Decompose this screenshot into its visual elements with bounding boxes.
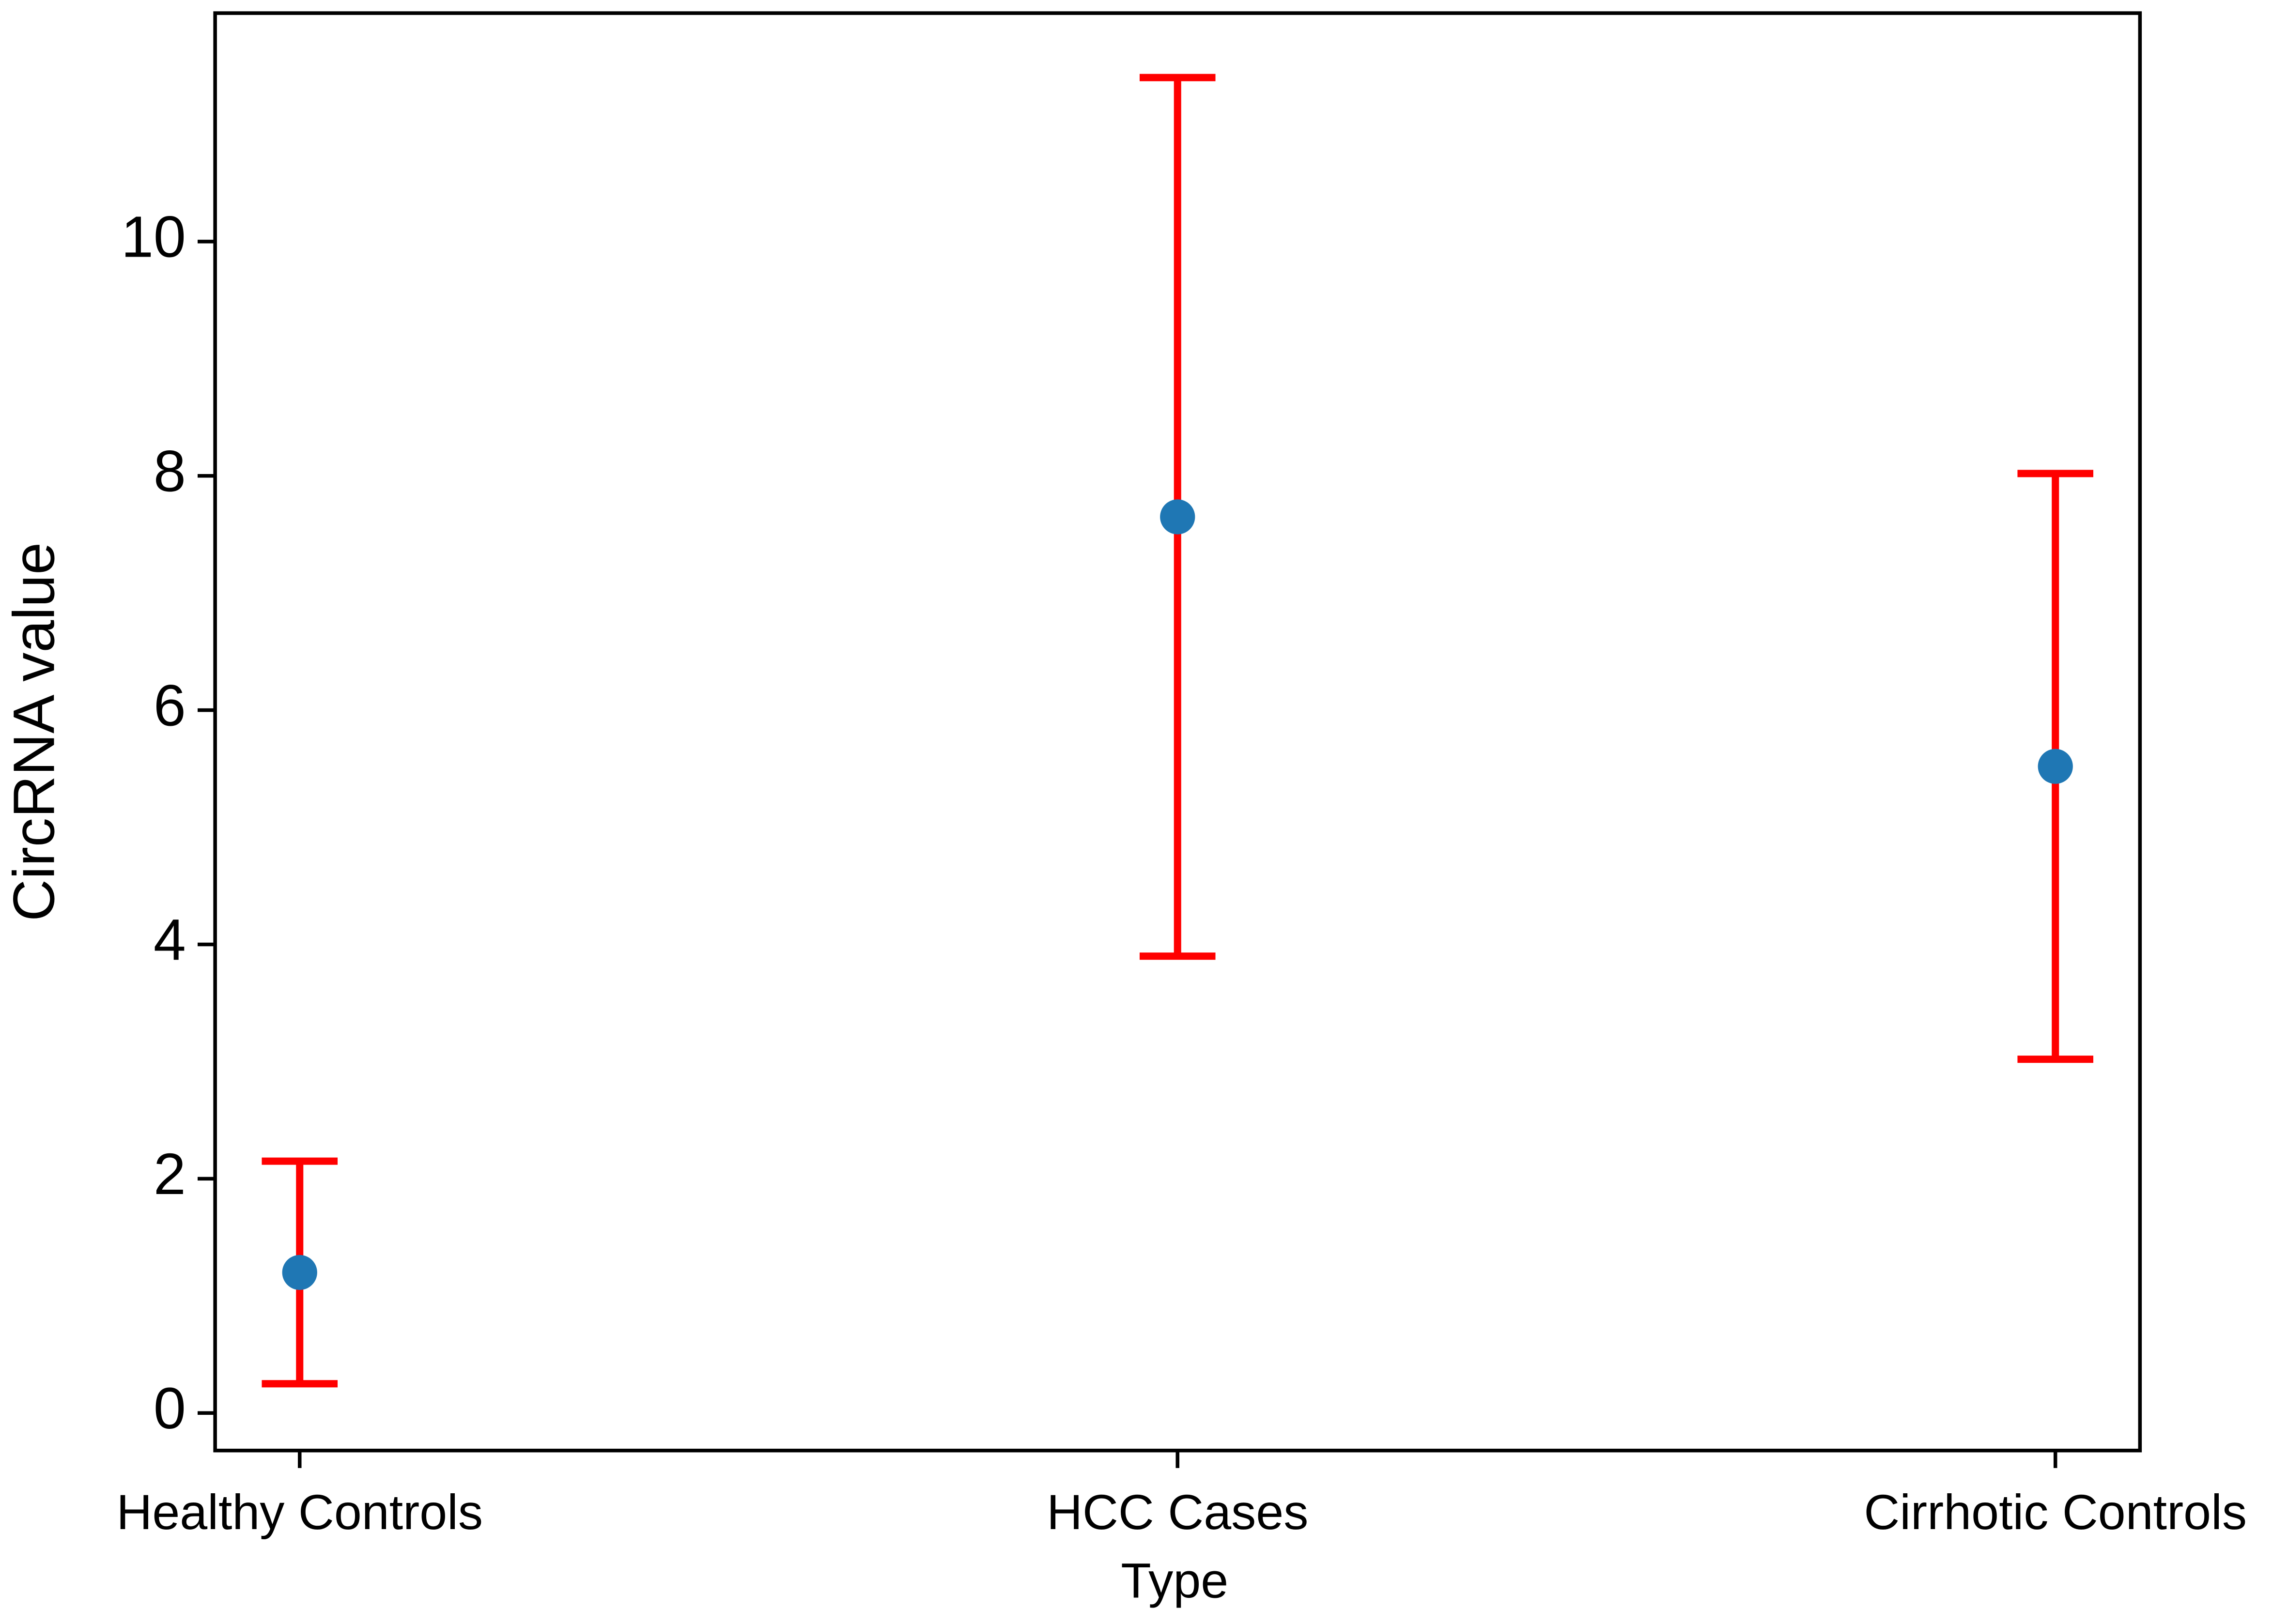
y-tick-label: 6: [154, 673, 186, 738]
y-axis-label: CircRNA value: [1, 542, 67, 921]
x-axis-label: Type: [1121, 1553, 1228, 1609]
point: [1160, 499, 1195, 535]
point: [282, 1255, 317, 1290]
x-tick-label: HCC Cases: [1047, 1484, 1308, 1540]
y-tick-label: 4: [154, 907, 186, 972]
x-tick-label: Healthy Controls: [116, 1484, 483, 1540]
plot-frame: [213, 11, 2142, 1453]
point: [2038, 749, 2073, 784]
y-tick-label: 0: [154, 1376, 186, 1441]
y-tick-label: 8: [154, 439, 186, 504]
y-tick-label: 10: [121, 204, 186, 270]
x-tick-label: Cirrhotic Controls: [1864, 1484, 2247, 1540]
y-tick-label: 2: [154, 1141, 186, 1207]
